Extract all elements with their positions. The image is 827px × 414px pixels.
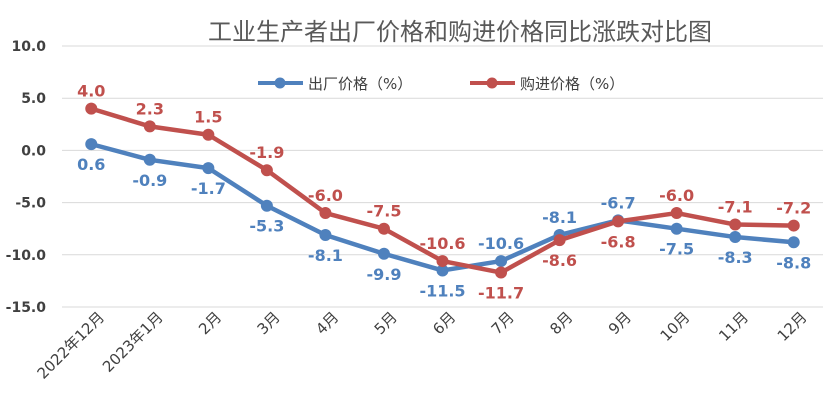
data-label: -8.1 <box>308 246 343 265</box>
data-label: -8.3 <box>718 248 753 267</box>
data-label: -6.0 <box>659 186 694 205</box>
data-label: -10.6 <box>478 234 524 253</box>
data-point <box>85 138 98 151</box>
x-tick-label: 4月 <box>312 308 342 338</box>
legend: 出厂价格（%） 购进价格（%） <box>258 75 624 93</box>
data-label: -6.8 <box>601 232 636 251</box>
data-label: -8.8 <box>776 253 811 272</box>
data-label: -1.9 <box>249 143 284 162</box>
y-tick-label: 5.0 <box>21 91 46 107</box>
legend-label-factory: 出厂价格（%） <box>308 75 412 93</box>
legend-marker-factory <box>274 77 286 89</box>
data-point <box>787 219 800 232</box>
data-point <box>202 162 215 175</box>
data-point <box>85 102 98 115</box>
x-tick-label: 2月 <box>195 308 225 338</box>
data-point <box>495 255 508 268</box>
x-tick-label: 11月 <box>715 308 752 345</box>
data-point <box>612 215 625 228</box>
data-point <box>143 120 156 133</box>
data-label: -11.5 <box>419 281 465 300</box>
data-label: -10.6 <box>419 234 465 253</box>
data-labels: 0.6 -0.9 -1.7 -5.3 -8.1 -9.9 -11.5 -10.6 -8.1 -6.… <box>77 82 811 303</box>
data-label: -5.3 <box>249 217 284 236</box>
data-point <box>553 234 566 247</box>
x-tick-label: 8月 <box>546 308 576 338</box>
data-label: -7.5 <box>659 240 694 259</box>
x-tick-label: 6月 <box>429 308 459 338</box>
data-label: -8.1 <box>542 208 577 227</box>
data-label: -7.2 <box>776 199 811 218</box>
y-tick-label: 0.0 <box>21 143 46 159</box>
data-point <box>729 218 742 231</box>
data-label: 0.6 <box>77 155 105 174</box>
data-label: -7.5 <box>366 202 401 221</box>
y-axis-ticks: 10.0 5.0 0.0 -5.0 -10.0 -15.0 <box>6 39 47 316</box>
data-point <box>436 255 449 268</box>
data-point <box>436 264 449 277</box>
x-tick-label: 9月 <box>605 308 635 338</box>
data-point <box>495 266 508 279</box>
data-label: -9.9 <box>366 265 401 284</box>
series-lines <box>85 102 800 279</box>
x-tick-label: 3月 <box>254 308 284 338</box>
data-point <box>319 228 332 241</box>
data-point <box>319 207 332 220</box>
data-point <box>143 153 156 166</box>
y-tick-label: -15.0 <box>6 300 47 316</box>
data-point <box>670 222 683 235</box>
y-tick-label: 10.0 <box>11 39 46 55</box>
data-point <box>260 164 273 177</box>
y-tick-label: -10.0 <box>6 248 47 264</box>
x-tick-label: 10月 <box>657 308 694 345</box>
data-label: 1.5 <box>194 108 222 127</box>
data-label: -1.7 <box>191 179 226 198</box>
data-point <box>670 207 683 220</box>
data-label: -6.7 <box>601 193 636 212</box>
data-label: -8.6 <box>542 251 577 270</box>
y-tick-label: -5.0 <box>15 196 46 212</box>
x-tick-label: 7月 <box>488 308 518 338</box>
chart-title: 工业生产者出厂价格和购进价格同比涨跌对比图 <box>208 18 712 46</box>
data-point <box>377 222 390 235</box>
legend-marker-purchase <box>486 77 498 89</box>
gridlines <box>62 45 823 308</box>
data-point <box>260 199 273 212</box>
data-label: -7.1 <box>718 198 753 217</box>
x-tick-label: 12月 <box>774 308 811 345</box>
data-point <box>787 236 800 249</box>
data-point <box>729 231 742 244</box>
x-tick-label: 5月 <box>371 308 401 338</box>
data-label: -0.9 <box>132 171 167 190</box>
data-label: -6.0 <box>308 186 343 205</box>
data-point <box>202 128 215 141</box>
data-label: -11.7 <box>478 284 524 303</box>
data-label: 4.0 <box>77 82 105 101</box>
data-point <box>377 247 390 260</box>
x-tick-label: 2022年12月 <box>34 308 108 382</box>
data-label: 2.3 <box>136 99 164 118</box>
x-tick-label: 2023年1月 <box>99 308 167 376</box>
legend-label-purchase: 购进价格（%） <box>520 75 624 93</box>
